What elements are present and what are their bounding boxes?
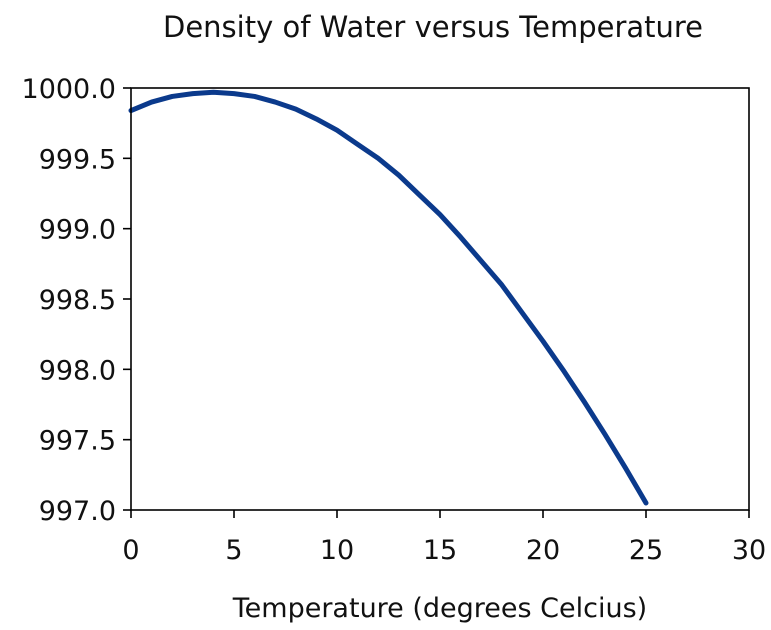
y-tick-label: 1000.0: [22, 74, 116, 105]
y-tick-label: 998.0: [39, 355, 116, 386]
plot-area: [128, 88, 749, 510]
x-tick-label: 30: [732, 535, 766, 566]
x-axis-label: Temperature (degrees Celcius): [232, 593, 647, 624]
x-tick-label: 0: [122, 535, 139, 566]
y-tick-label: 997.0: [39, 496, 116, 527]
y-tick-label: 998.5: [39, 285, 116, 316]
plot-background: [131, 88, 749, 510]
axes: 0 5 10 15 20 25 30 997.0 997.5 998.0 998.5 999.0 999…: [22, 74, 767, 566]
x-tick-label: 10: [320, 535, 354, 566]
x-tick-label: 20: [526, 535, 560, 566]
x-tick-label: 15: [423, 535, 457, 566]
x-tick-label: 25: [629, 535, 663, 566]
y-tick-label: 999.5: [39, 144, 116, 175]
y-tick-label: 997.5: [39, 426, 116, 457]
series-line-0: [128, 89, 649, 506]
y-tick-label: 999.0: [39, 215, 116, 246]
chart-title: Density of Water versus Temperature: [163, 10, 703, 44]
x-tick-label: 5: [225, 535, 242, 566]
